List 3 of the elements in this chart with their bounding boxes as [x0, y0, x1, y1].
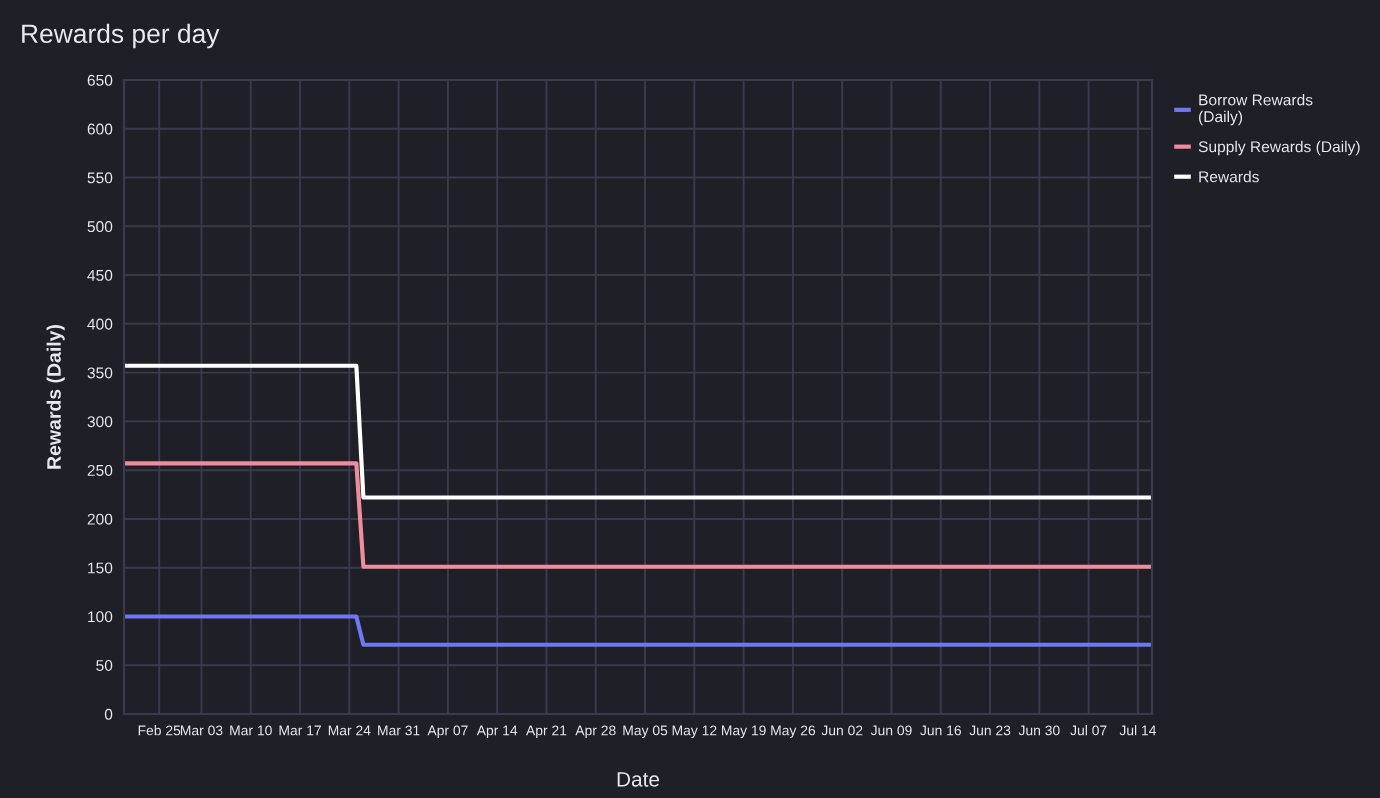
x-axis-title: Date: [617, 772, 660, 787]
y-axis-title: Rewards (Daily): [46, 325, 65, 469]
chart-title: Rewards per day: [22, 23, 220, 49]
